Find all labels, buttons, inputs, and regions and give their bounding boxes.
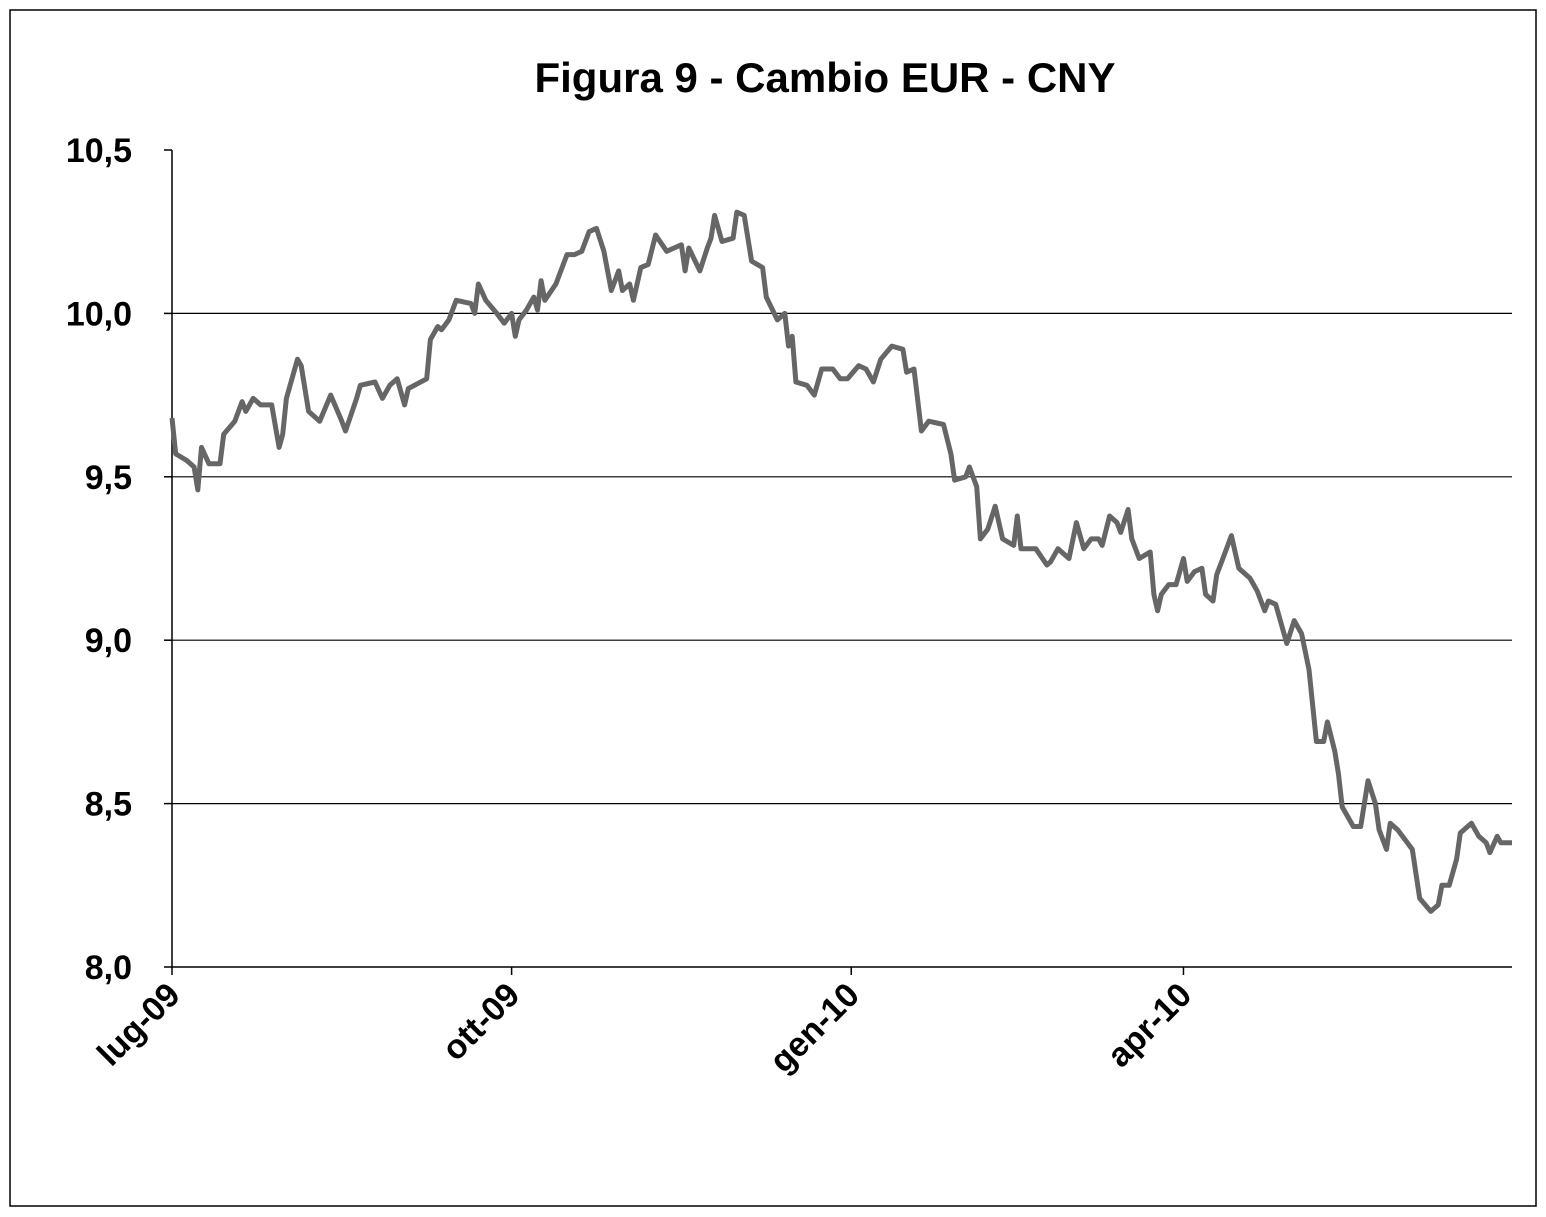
data-line bbox=[169, 209, 1512, 914]
chart-border bbox=[9, 9, 1537, 1207]
y-tick-label: 10,5 bbox=[66, 132, 132, 170]
chart-title: Figura 9 - Cambio EUR - CNY bbox=[534, 54, 1115, 101]
y-tick-label: 8,0 bbox=[85, 949, 132, 987]
y-tick-label: 8,5 bbox=[85, 786, 132, 824]
y-tick-label: 10,0 bbox=[66, 295, 132, 333]
y-tick-label: 9,5 bbox=[85, 459, 132, 497]
y-tick-label: 9,0 bbox=[85, 622, 132, 660]
